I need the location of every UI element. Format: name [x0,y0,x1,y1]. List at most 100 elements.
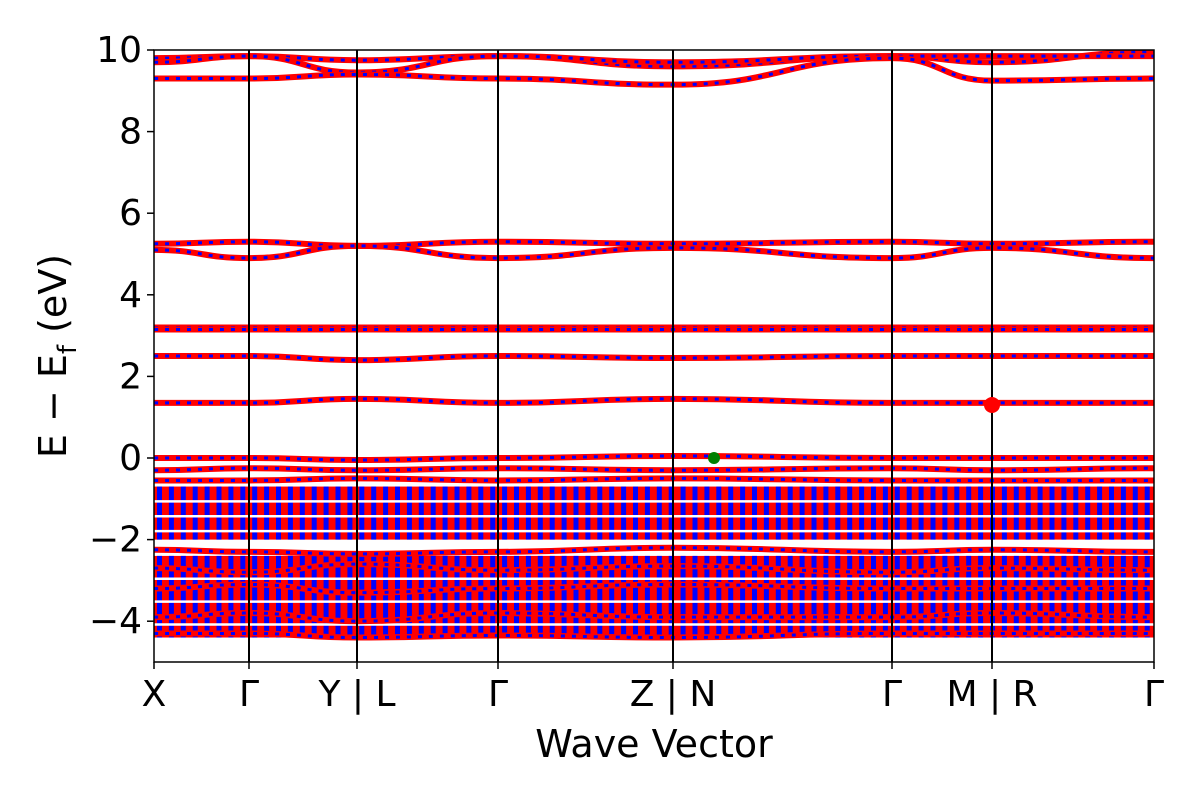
band-stripe [430,486,436,540]
band-stripe [882,555,888,638]
band-stripe [799,555,805,638]
band-stripe [966,555,972,638]
bands [154,50,1154,641]
filled-band-stripes-0 [154,486,1154,540]
band-stripe [1013,486,1019,540]
band-stripe [859,486,865,540]
band-stripe [406,486,412,540]
band-stripe [871,486,876,540]
band-line-dash-9 [154,454,1154,462]
band-stripe [847,555,853,638]
band-line-dash-3 [154,240,1154,248]
band-stripe [906,555,912,638]
band-stripe [1144,486,1150,540]
band-stripe [383,555,389,638]
band-stripe [180,486,186,540]
band-stripe [966,486,972,540]
band-stripe [1013,555,1019,638]
band-stripe [466,486,472,540]
band-stripe [656,486,662,540]
band-stripe [835,486,841,540]
band-stripe [811,555,817,638]
band-stripe [311,555,317,638]
band-stripe [204,486,210,540]
band-stripe [942,486,948,540]
band-stripe [1085,555,1091,638]
band-stripe [216,486,222,540]
band-stripe [525,555,531,638]
band-stripe [573,555,579,638]
y-axis-title: E − Ef (eV) [31,254,83,458]
x-tick-label: Z | N [630,674,717,715]
band-stripe [323,555,329,638]
band-stripe [1120,555,1126,638]
band-stripe [287,486,293,540]
band-stripe [478,555,484,638]
band-stripe [204,555,210,638]
band-line-dash-7 [154,354,1154,362]
band-stripe [514,555,519,638]
band-stripe [621,555,627,638]
band-stripe [811,486,817,540]
band-stripe [954,486,960,540]
band-stripe [502,486,508,540]
band-stripe [704,486,710,540]
band-stripe [668,486,674,540]
band-stripe [549,486,555,540]
band-stripe [216,555,222,638]
band-line-dash-12 [154,546,1154,556]
band-stripe [930,555,936,638]
band-stripe [740,486,746,540]
band-stripe [240,486,246,540]
band-line-dash-14 [154,582,1154,595]
band-stripe [871,555,876,638]
band-stripe [918,555,924,638]
band-stripe [395,555,400,638]
x-tick-label: M | R [946,674,1037,715]
band-stripe [609,486,615,540]
y-tick-label: −4 [89,601,142,642]
y-tick-label: 2 [119,356,142,397]
band-stripe [668,555,674,638]
band-stripe [585,486,591,540]
band-stripe [680,555,686,638]
band-stripe [299,555,305,638]
band-stripe [430,555,436,638]
band-stripe [1085,486,1091,540]
band-stripe [359,486,365,540]
band-stripe [1001,555,1007,638]
band-stripe [644,555,650,638]
band-stripe [478,486,484,540]
band-stripe [395,486,400,540]
band-stripe [1097,486,1103,540]
band-edge-markers [708,396,1000,464]
band-stripe [192,555,198,638]
band-stripe [752,555,757,638]
band-stripe [1120,486,1126,540]
band-stripe [633,555,638,638]
band-stripe [1061,555,1067,638]
band-stripe [502,555,508,638]
band-stripe [1037,555,1043,638]
band-stripe [680,486,686,540]
band-stripe [252,486,258,540]
band-stripe [728,555,734,638]
band-stripe [1132,555,1138,638]
band-stripe [787,486,793,540]
band-stripe [1025,555,1031,638]
band-line-dash-0 [154,50,1154,68]
y-tick-label: 8 [119,112,142,153]
band-stripe [799,486,805,540]
band-stripe [930,486,936,540]
band-stripe [787,555,793,638]
band-stripe [347,555,353,638]
band-stripe [335,486,341,540]
band-stripe [537,486,543,540]
band-line-dash-15 [154,611,1154,623]
band-stripe [1049,555,1055,638]
band-stripe [514,486,519,540]
band-stripe [728,486,734,540]
band-stripe [1049,486,1055,540]
band-stripe [609,555,615,638]
